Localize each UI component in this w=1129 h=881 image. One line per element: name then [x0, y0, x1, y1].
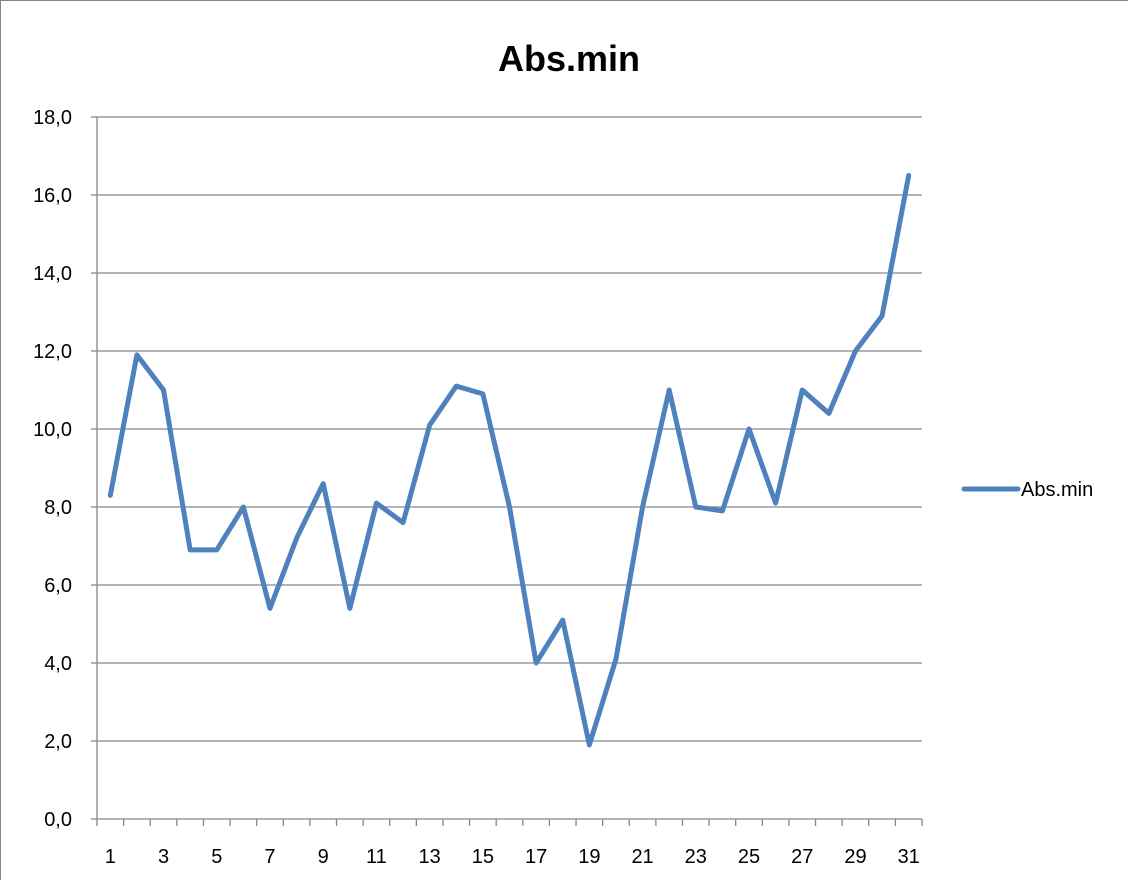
series-line: [107, 173, 912, 748]
x-tick-label: 9: [318, 846, 329, 868]
y-tick-label: 14,0: [33, 263, 72, 285]
x-tick-label: 15: [472, 846, 494, 868]
x-tick-label: 21: [631, 846, 653, 868]
y-tick-label: 10,0: [33, 419, 72, 441]
y-tick-label: 4,0: [44, 653, 72, 675]
chart-title: Abs.min: [498, 38, 640, 79]
x-tick-label: 29: [844, 846, 866, 868]
legend: Abs.min: [961, 479, 1093, 501]
x-tick-label: 31: [898, 846, 920, 868]
x-tick-label: 23: [685, 846, 707, 868]
x-axis-tick-labels: 1 3 5 7 9 11 13 15 17 19 21 23 25 27 29 31: [105, 846, 920, 868]
y-tick-label: 2,0: [44, 731, 72, 753]
x-tick-label: 25: [738, 846, 760, 868]
gridlines: [97, 116, 922, 742]
x-tick-label: 7: [264, 846, 275, 868]
y-tick-label: 16,0: [33, 185, 72, 207]
series-lines: [107, 173, 912, 748]
x-tick-label: 17: [525, 846, 547, 868]
x-tick-label: 1: [105, 846, 116, 868]
x-tick-label: 13: [419, 846, 441, 868]
x-tick-label: 27: [791, 846, 813, 868]
y-tick-label: 6,0: [44, 575, 72, 597]
x-tick-label: 19: [578, 846, 600, 868]
x-tick-label: 3: [158, 846, 169, 868]
y-axis-tick-labels: 0,0 2,0 4,0 6,0 8,0 10,0 12,0 14,0 16,0 18,0: [33, 107, 72, 831]
x-tick-label: 11: [366, 846, 387, 868]
y-tick-label: 12,0: [33, 341, 72, 363]
axes: [91, 116, 923, 826]
y-tick-label: 0,0: [44, 809, 72, 831]
y-tick-label: 8,0: [44, 497, 72, 519]
legend-label: Abs.min: [1021, 479, 1093, 501]
x-tick-label: 5: [211, 846, 222, 868]
y-tick-label: 18,0: [33, 107, 72, 129]
